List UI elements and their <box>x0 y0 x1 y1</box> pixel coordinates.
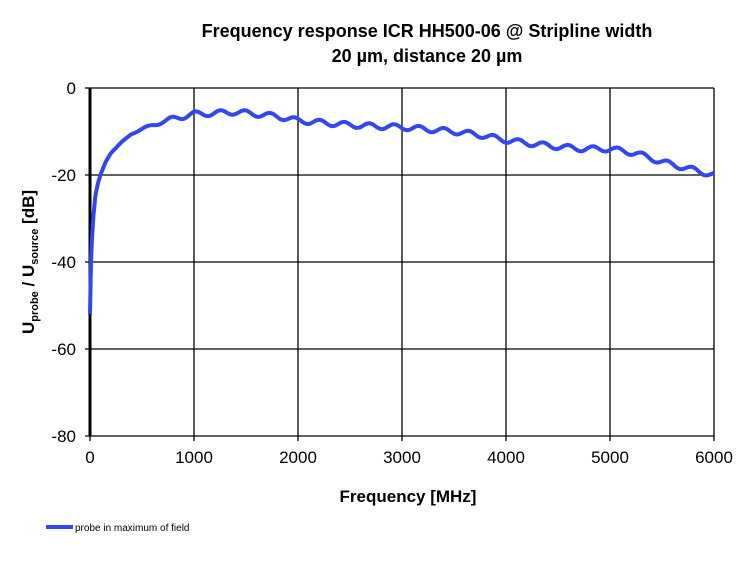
y-axis-label: Uprobe / Usource [dB] <box>19 190 41 334</box>
series-line-probe <box>88 108 716 315</box>
legend-label: probe in maximum of field <box>75 523 190 534</box>
tick-labels: 0 1000 2000 3000 4000 5000 6000 0 -20 -40 -60 -80 <box>51 79 732 467</box>
y-tick-label: -20 <box>51 166 76 185</box>
x-tick-label: 0 <box>85 448 94 467</box>
x-tick-label: 1000 <box>175 448 213 467</box>
y-tick-label: -40 <box>51 253 76 272</box>
chart-title-line1: Frequency response ICR HH500-06 @ Stripl… <box>202 21 653 41</box>
grid <box>85 87 715 441</box>
legend: probe in maximum of field <box>46 523 190 534</box>
x-tick-label: 4000 <box>487 448 525 467</box>
y-tick-label: 0 <box>67 79 76 98</box>
x-tick-label: 6000 <box>695 448 733 467</box>
chart-title-line2: 20 µm, distance 20 µm <box>332 46 523 66</box>
y-tick-label: -60 <box>51 340 76 359</box>
x-tick-label: 3000 <box>383 448 421 467</box>
x-tick-label: 5000 <box>591 448 629 467</box>
x-tick-label: 2000 <box>279 448 317 467</box>
x-axis-label: Frequency [MHz] <box>340 487 477 506</box>
y-tick-label: -80 <box>51 427 76 446</box>
